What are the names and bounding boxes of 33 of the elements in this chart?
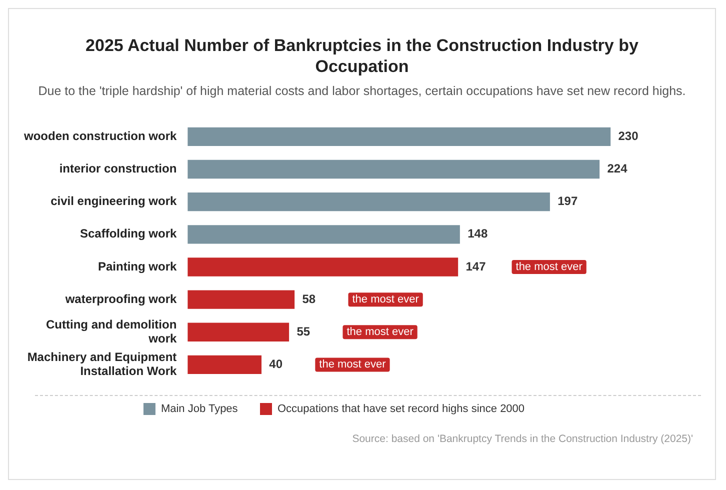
bar [188, 225, 460, 244]
chart-subtitle: Due to the 'triple hardship' of high material costs and labor shortages, certain occupations have set new record highs. [37, 83, 687, 99]
chart-title: 2025 Actual Number of Bankruptcies in the Construction Industry by Occupation [84, 35, 640, 77]
annotation: the most ever [352, 294, 420, 306]
y-tick-label: Machinery and Equipment Installation Work [27, 350, 177, 378]
y-tick-label: civil engineering work [50, 194, 177, 208]
y-tick-label: wooden construction work [23, 129, 177, 143]
data-label: 230 [618, 129, 639, 143]
bar [188, 355, 262, 374]
y-tick-label: interior construction [59, 162, 177, 176]
legend-label: Occupations that have set record highs since 2000 [278, 403, 525, 416]
y-tick-label: Scaffolding work [80, 226, 177, 241]
y-tick-label: Cutting and demolition work [46, 317, 177, 346]
y-tick-label: waterproofing work [64, 292, 177, 306]
bar [188, 192, 550, 212]
data-label: 58 [302, 292, 316, 306]
data-label: 40 [269, 357, 283, 372]
source-note: Source: based on 'Bankruptcy Trends in the Construction Industry (2025)' [351, 433, 693, 445]
data-label: 147 [466, 259, 486, 274]
annotation: the most ever [516, 261, 583, 274]
bar [188, 322, 290, 342]
bar [188, 290, 295, 309]
data-label: 148 [468, 226, 488, 241]
data-label: 55 [296, 324, 310, 338]
bar [188, 127, 611, 146]
legend-label: Main Job Types [160, 403, 238, 416]
data-label: 224 [607, 162, 628, 176]
y-tick-label: Painting work [98, 259, 177, 274]
bar [188, 160, 600, 179]
annotation: the most ever [319, 358, 386, 371]
data-label: 197 [558, 194, 578, 208]
annotation: the most ever [346, 326, 414, 338]
bar [188, 258, 458, 276]
